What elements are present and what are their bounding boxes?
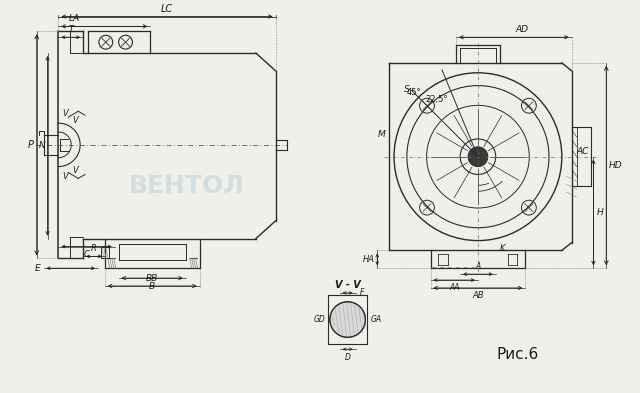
Text: R: R bbox=[91, 244, 97, 253]
Text: GD: GD bbox=[313, 315, 325, 324]
Text: M: M bbox=[378, 130, 385, 140]
Text: 45°: 45° bbox=[406, 88, 421, 97]
Text: V: V bbox=[63, 172, 68, 181]
Text: Рис.6: Рис.6 bbox=[496, 347, 538, 362]
Text: N: N bbox=[39, 141, 45, 151]
Text: K: K bbox=[500, 244, 506, 253]
Text: AC: AC bbox=[577, 147, 589, 156]
Text: P: P bbox=[28, 140, 34, 150]
Text: V: V bbox=[72, 116, 78, 125]
Text: V: V bbox=[63, 109, 68, 118]
Text: HD: HD bbox=[609, 161, 623, 170]
Text: H: H bbox=[596, 208, 603, 217]
Text: C: C bbox=[84, 250, 90, 259]
Text: V: V bbox=[72, 166, 78, 175]
Text: D: D bbox=[345, 353, 351, 362]
Text: HA: HA bbox=[362, 255, 374, 264]
Text: LA: LA bbox=[68, 15, 80, 24]
Text: LC: LC bbox=[161, 4, 173, 14]
Text: AA: AA bbox=[449, 283, 460, 292]
Text: GA: GA bbox=[371, 315, 381, 324]
Text: AB: AB bbox=[472, 291, 484, 300]
Text: A: A bbox=[476, 262, 481, 271]
Text: ВЕНТОЛ: ВЕНТОЛ bbox=[129, 174, 244, 198]
Text: T: T bbox=[68, 25, 74, 34]
Text: S: S bbox=[404, 85, 410, 94]
Text: B: B bbox=[149, 282, 156, 291]
Text: V - V: V - V bbox=[335, 280, 360, 290]
Text: F: F bbox=[360, 288, 364, 298]
Text: 22,5°: 22,5° bbox=[425, 95, 448, 104]
Text: AD: AD bbox=[515, 25, 529, 34]
Circle shape bbox=[330, 302, 365, 337]
Text: BB: BB bbox=[146, 274, 158, 283]
Text: E: E bbox=[35, 264, 41, 273]
Circle shape bbox=[468, 147, 488, 167]
